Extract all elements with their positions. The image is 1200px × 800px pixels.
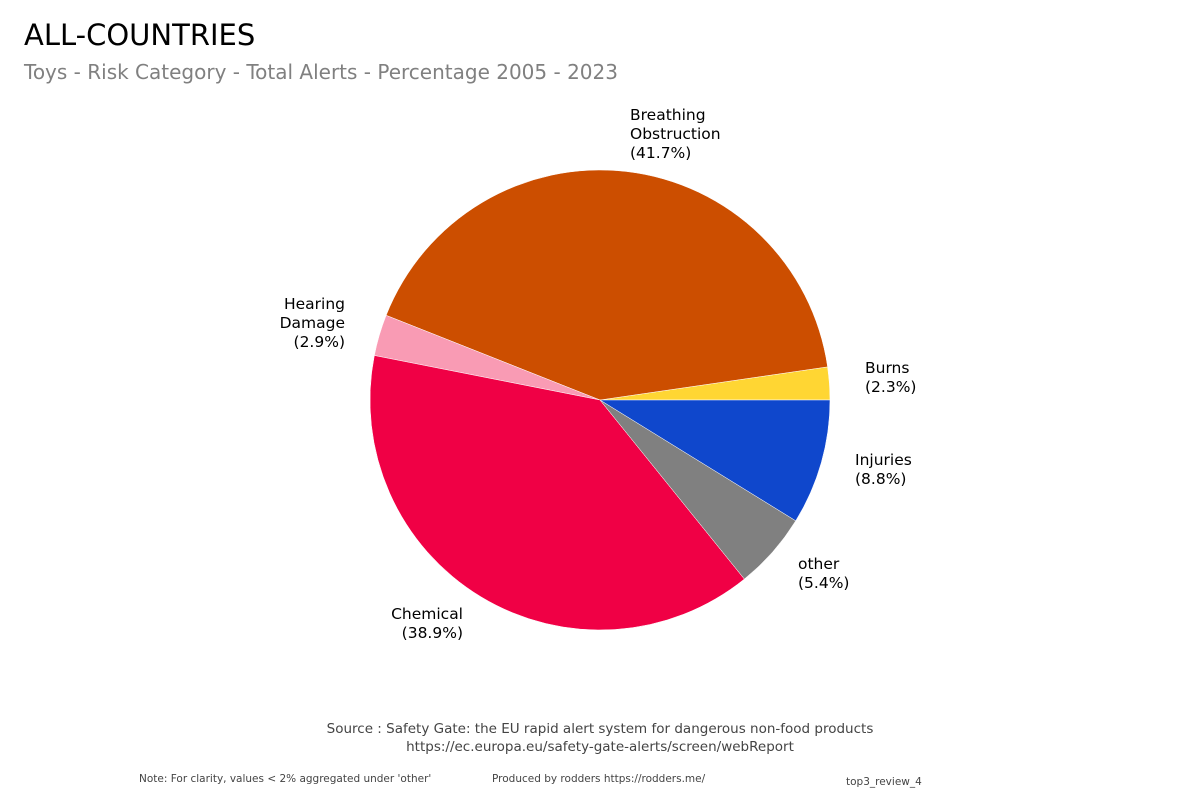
slice-percent: (5.4%): [798, 574, 850, 592]
slice-percent: (2.3%): [865, 378, 917, 396]
produced-by: Produced by rodders https://rodders.me/: [492, 773, 706, 785]
footnote: Note: For clarity, values < 2% aggregate…: [139, 773, 432, 785]
chart-tag: top3_review_4: [846, 776, 922, 788]
pie-slice-breathing: [385, 169, 828, 401]
slice-label-chemical: Chemical (38.9%): [391, 605, 463, 642]
slice-label-burns: Burns (2.3%): [865, 359, 917, 396]
slice-label-injuries: Injuries (8.8%): [855, 451, 912, 488]
slice-label-hearing: Hearing Damage (2.9%): [279, 295, 345, 351]
source-text: Source : Safety Gate: the EU rapid alert…: [326, 721, 874, 737]
slice-percent: (8.8%): [855, 470, 907, 488]
chart-title: ALL-COUNTRIES: [24, 18, 256, 52]
chart-subtitle: Toys - Risk Category - Total Alerts - Pe…: [24, 60, 618, 84]
slice-percent: (2.9%): [293, 333, 345, 351]
source-url: https://ec.europa.eu/safety-gate-alerts/…: [406, 739, 794, 755]
slice-label-other: other (5.4%): [798, 555, 850, 592]
slice-percent: (38.9%): [401, 624, 463, 642]
pie-slice-chemical: [369, 355, 745, 631]
slice-label-breathing: Breathing Obstruction (41.7%): [630, 106, 721, 162]
pie-slice-injuries: [599, 399, 831, 522]
slice-percent: (41.7%): [630, 144, 692, 162]
